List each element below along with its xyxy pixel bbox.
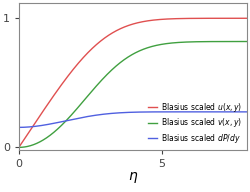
Blasius scaled $u(x,y)$ bbox=[190, 17, 194, 20]
Blasius scaled $dP/dy$ bbox=[246, 111, 249, 113]
Blasius scaled $v(x,y)$ bbox=[156, 44, 159, 46]
Blasius scaled $dP/dy$ bbox=[163, 111, 166, 113]
Blasius scaled $u(x,y)$ bbox=[17, 146, 20, 149]
Blasius scaled $dP/dy$ bbox=[150, 111, 153, 113]
Blasius scaled $dP/dy$ bbox=[17, 126, 20, 128]
Legend: Blasius scaled $u(x,y)$, Blasius scaled $v(x,y)$, Blasius scaled $dP/dy$: Blasius scaled $u(x,y)$, Blasius scaled … bbox=[147, 99, 244, 146]
Blasius scaled $dP/dy$ bbox=[173, 111, 176, 113]
Blasius scaled $u(x,y)$ bbox=[214, 17, 217, 19]
Blasius scaled $v(x,y)$ bbox=[17, 146, 20, 149]
Blasius scaled $u(x,y)$ bbox=[246, 17, 249, 19]
Line: Blasius scaled $dP/dy$: Blasius scaled $dP/dy$ bbox=[19, 112, 247, 127]
Blasius scaled $dP/dy$ bbox=[156, 111, 159, 113]
Blasius scaled $v(x,y)$ bbox=[163, 43, 166, 45]
Blasius scaled $v(x,y)$ bbox=[214, 40, 217, 43]
X-axis label: $\eta$: $\eta$ bbox=[128, 170, 138, 185]
Line: Blasius scaled $u(x,y)$: Blasius scaled $u(x,y)$ bbox=[19, 18, 247, 147]
Line: Blasius scaled $v(x,y)$: Blasius scaled $v(x,y)$ bbox=[19, 41, 247, 147]
Blasius scaled $u(x,y)$ bbox=[163, 18, 166, 20]
Blasius scaled $dP/dy$ bbox=[214, 111, 217, 113]
Blasius scaled $u(x,y)$ bbox=[156, 19, 159, 21]
Blasius scaled $u(x,y)$ bbox=[150, 19, 153, 22]
Blasius scaled $v(x,y)$ bbox=[150, 46, 153, 48]
Blasius scaled $v(x,y)$ bbox=[31, 144, 34, 146]
Blasius scaled $u(x,y)$ bbox=[31, 125, 34, 127]
Blasius scaled $v(x,y)$ bbox=[190, 41, 194, 43]
Blasius scaled $dP/dy$ bbox=[191, 111, 194, 113]
Blasius scaled $dP/dy$ bbox=[31, 125, 34, 128]
Blasius scaled $v(x,y)$ bbox=[246, 40, 249, 43]
